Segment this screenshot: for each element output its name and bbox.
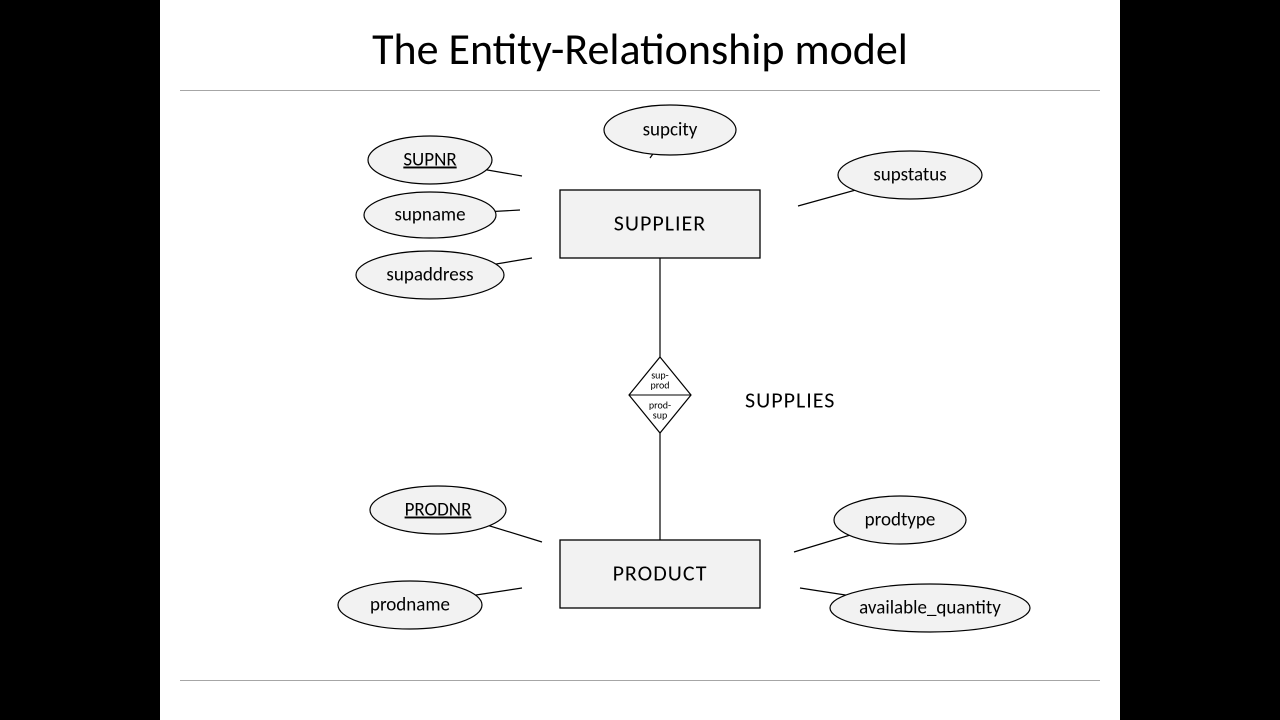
svg-text:supcity: supcity [643,119,698,142]
svg-text:supname: supname [394,204,465,227]
er-diagram-svg: SUPPLIER PRODUCT SUPNR supname supaddress sup… [160,0,1120,720]
svg-text:prodtype: prodtype [865,509,936,532]
svg-text:SUPNR: SUPNR [403,149,457,172]
svg-text:SUPPLIES: SUPPLIES [745,386,835,413]
svg-text:supaddress: supaddress [386,264,473,287]
svg-text:sup: sup [653,408,667,421]
svg-text:SUPPLIER: SUPPLIER [614,209,706,236]
svg-text:supstatus: supstatus [873,164,946,187]
svg-text:available_quantity: available_quantity [859,597,1001,620]
svg-text:PRODNR: PRODNR [405,499,472,522]
svg-text:prod: prod [650,378,669,391]
svg-text:prodname: prodname [370,594,450,617]
svg-text:PRODUCT: PRODUCT [613,559,708,586]
slide: The Entity-Relationship model SUPPLIERPR… [160,0,1120,720]
